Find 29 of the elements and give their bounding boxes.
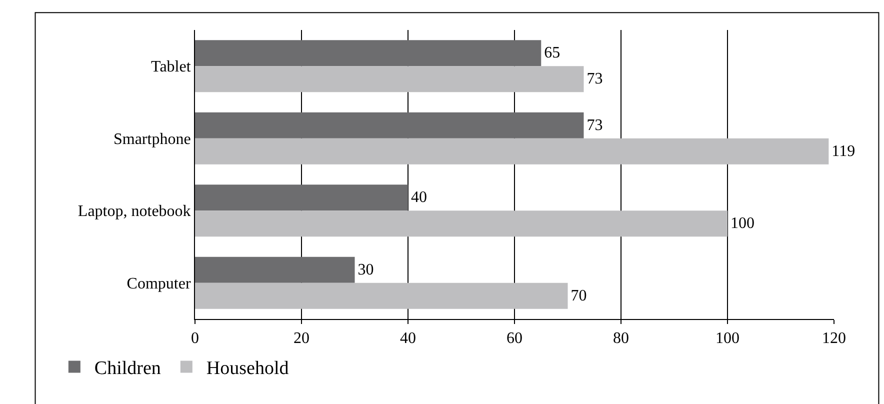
bar	[195, 256, 355, 283]
x-tick-label: 120	[822, 330, 846, 348]
data-label: 119	[832, 142, 856, 160]
y-tick-label: Tablet	[151, 58, 192, 76]
data-label: 65	[544, 44, 560, 62]
bar	[195, 66, 584, 92]
y-tick-label: Smartphone	[113, 130, 191, 148]
x-tick-label: 80	[613, 330, 629, 348]
x-tick-label: 40	[400, 330, 416, 348]
y-tick-label: Computer	[126, 275, 192, 292]
bar	[195, 210, 728, 237]
bar	[195, 112, 584, 138]
bar	[195, 184, 408, 211]
data-label: 30	[358, 261, 374, 278]
bar	[195, 138, 829, 164]
x-tick-label: 0	[191, 330, 199, 348]
y-tick-label: Laptop, notebook	[78, 203, 191, 220]
legend-label: Children	[94, 358, 162, 380]
legend-label: Household	[206, 358, 290, 380]
data-label: 70	[570, 287, 587, 304]
x-tick-label: 20	[294, 330, 310, 348]
x-tick-label: 60	[506, 330, 522, 348]
bar	[195, 282, 568, 309]
data-label: 100	[730, 215, 754, 232]
data-label: 40	[411, 189, 427, 206]
data-label: 73	[586, 116, 603, 134]
data-label: 73	[586, 70, 603, 88]
x-tick-label: 100	[716, 330, 740, 348]
bar	[195, 40, 542, 66]
